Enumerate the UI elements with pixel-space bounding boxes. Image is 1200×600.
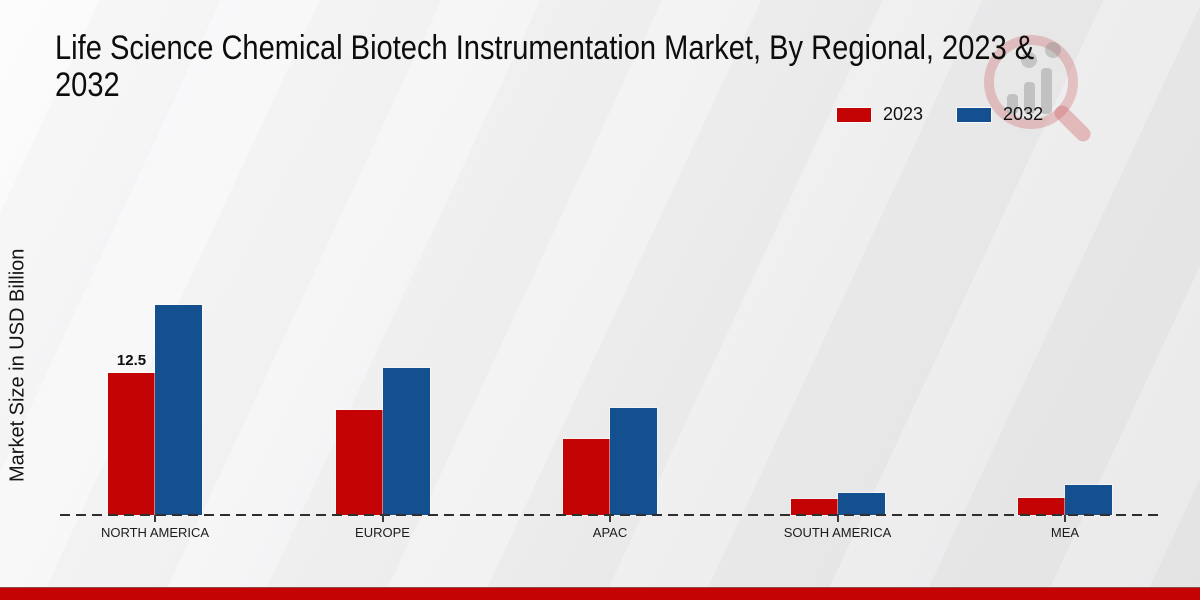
bar-2023-mea: [1018, 498, 1065, 515]
legend-label-2023: 2023: [883, 104, 924, 124]
watermark-logo: [984, 35, 1091, 142]
category-label-north-america: NORTH AMERICA: [100, 525, 210, 540]
category-label-south-america: SOUTH AMERICA: [783, 525, 892, 540]
bar-2032-apac: [610, 408, 657, 515]
magnifier-handle: [1054, 105, 1091, 142]
bar-2023-south-america: [790, 499, 838, 515]
bar-2023-apac: [563, 439, 610, 515]
logo-dot-right: [1045, 42, 1061, 58]
category-label-mea: MEA: [1050, 525, 1080, 540]
bar-2023-north-america: [108, 373, 155, 515]
legend: 2023 2032: [837, 104, 1043, 125]
bar-2032-europe: [382, 368, 430, 515]
footer-accent-bar: [0, 587, 1200, 600]
legend-label-2032: 2032: [1003, 104, 1044, 124]
magnifier-ring: [984, 35, 1078, 129]
legend-item-2023: 2023: [837, 104, 923, 125]
logo-bar-large: [1041, 68, 1052, 114]
x-axis-tick: [609, 515, 611, 522]
category-label-apac: APAC: [592, 525, 628, 540]
bar-2023-europe: [335, 410, 383, 515]
bar-2032-north-america: [155, 305, 202, 515]
legend-swatch-2023: [837, 107, 871, 122]
category-label-europe: EUROPE: [355, 525, 410, 540]
bar-2032-south-america: [837, 493, 885, 515]
bar-2032-mea: [1065, 485, 1112, 515]
legend-swatch-2032: [957, 107, 992, 122]
x-axis-tick: [836, 515, 839, 522]
legend-item-2032: 2032: [957, 104, 1043, 125]
logo-bar-small: [1007, 94, 1018, 114]
bar-value-label: 12.5: [116, 352, 147, 369]
x-axis-tick: [154, 515, 156, 522]
logo-bar-medium: [1024, 82, 1035, 114]
chart-title: Life Science Chemical Biotech Instrument…: [55, 29, 1035, 104]
logo-dot-left: [1021, 52, 1037, 68]
x-axis-tick: [1064, 515, 1066, 522]
x-axis-tick: [381, 515, 384, 522]
